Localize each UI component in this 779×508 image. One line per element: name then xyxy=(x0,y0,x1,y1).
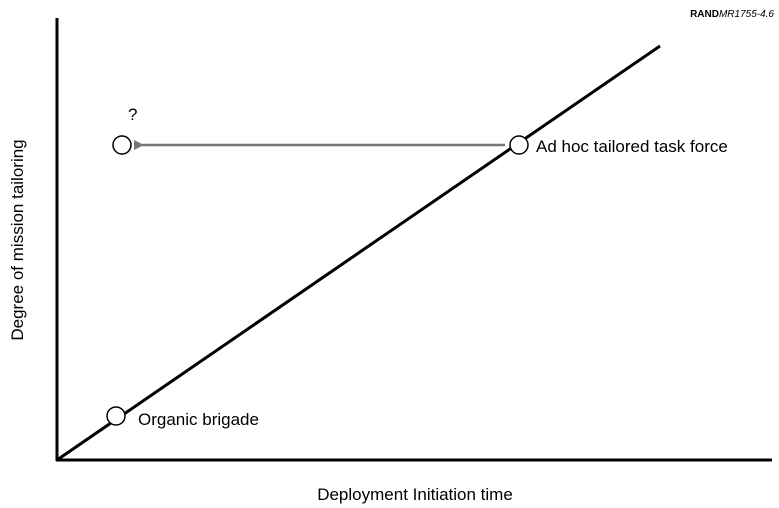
node-label: Organic brigade xyxy=(138,410,259,429)
trend-line xyxy=(56,44,661,462)
credit-org: RAND xyxy=(690,9,719,20)
node-label: Ad hoc tailored task force xyxy=(536,137,728,156)
node-label: ? xyxy=(128,105,137,124)
credit-id: MR1755-4.6 xyxy=(719,9,774,20)
node-unknown xyxy=(112,135,132,155)
y-axis-label: Degree of mission tailoring xyxy=(8,139,27,340)
node-organic xyxy=(106,406,126,426)
credit: RANDMR1755-4.6 xyxy=(690,9,774,20)
node-adhoc xyxy=(509,135,529,155)
x-axis-label: Deployment Initiation time xyxy=(317,485,513,504)
